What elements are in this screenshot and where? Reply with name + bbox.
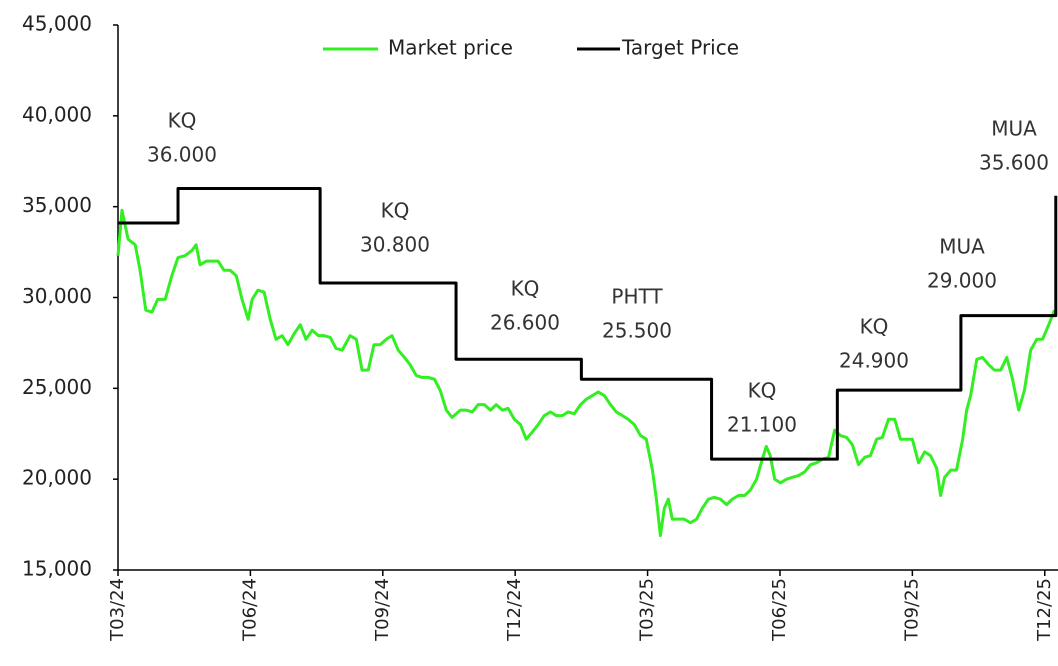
annotation: 30.800	[360, 233, 430, 257]
y-tick-label: 20,000	[22, 466, 92, 490]
series-line	[118, 187, 1058, 461]
x-tick-label: T03/25	[637, 578, 658, 642]
y-tick-label: 35,000	[22, 193, 92, 217]
annotation: KQ	[168, 109, 197, 133]
annotation: KQ	[381, 199, 410, 223]
annotation: MUA	[939, 235, 985, 259]
x-tick-label: T09/24	[372, 578, 393, 642]
annotation: PHTT	[611, 285, 663, 309]
annotation: KQ	[511, 277, 540, 301]
x-tick-label: T06/24	[239, 578, 260, 642]
annotation: 29.000	[927, 269, 997, 293]
series-line	[116, 208, 1056, 537]
annotation: 36.000	[147, 143, 217, 167]
annotation: 21.100	[727, 413, 797, 437]
x-tick-label: T12/24	[504, 578, 525, 642]
x-tick-label: T12/25	[1034, 578, 1055, 642]
x-tick-label: T06/25	[769, 578, 790, 642]
annotation: KQ	[748, 379, 777, 403]
y-tick-label: 15,000	[22, 557, 92, 581]
annotation: 26.600	[490, 311, 560, 335]
legend-label: Target Price	[621, 36, 739, 60]
y-tick-label: 40,000	[22, 102, 92, 126]
annotation: 25.500	[602, 319, 672, 343]
annotation: KQ	[860, 315, 889, 339]
annotation: MUA	[991, 117, 1037, 141]
annotation: 35.600	[979, 151, 1049, 175]
y-tick-label: 25,000	[22, 375, 92, 399]
annotation: 24.900	[839, 349, 909, 373]
y-tick-label: 30,000	[22, 284, 92, 308]
x-tick-label: T03/24	[107, 578, 128, 642]
legend-label: Market price	[388, 36, 513, 60]
x-tick-label: T09/25	[901, 578, 922, 642]
y-tick-label: 45,000	[22, 12, 92, 36]
